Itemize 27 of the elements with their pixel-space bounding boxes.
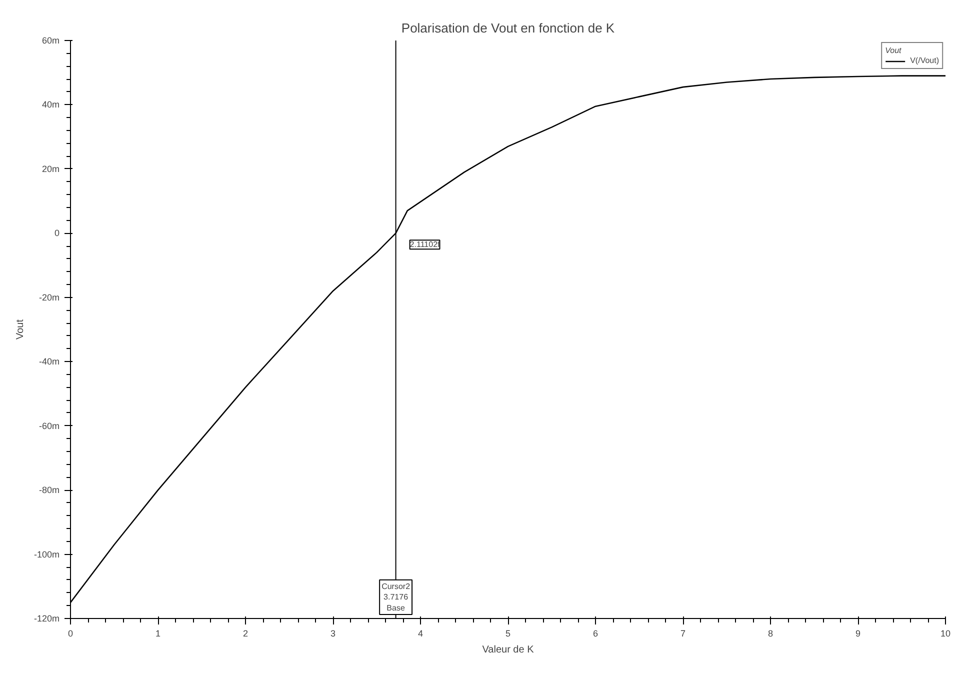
legend-title: Vout: [885, 46, 902, 55]
y-tick-label: 40m: [42, 100, 60, 110]
x-tick-label: 7: [680, 628, 686, 638]
y-tick-label: -80m: [38, 485, 60, 496]
x-tick-label: 6: [592, 628, 598, 638]
y-tick-label: -60m: [38, 420, 60, 431]
x-tick-label: 5: [505, 628, 511, 638]
y-tick-label: -120m: [34, 614, 60, 624]
y-tick-label: -20m: [38, 292, 60, 302]
y-tick-label: -100m: [34, 549, 60, 560]
x-tick-label: 9: [855, 628, 861, 638]
x-axis-title: Valeur de K: [482, 644, 534, 656]
legend-label: V(/Vout): [910, 56, 939, 65]
x-tick-label: 10: [940, 628, 951, 638]
chart-title: Polarisation de Vout en fonction de K: [401, 20, 615, 36]
x-tick-label: 3: [330, 628, 336, 638]
y-tick-label: 20m: [42, 164, 60, 174]
x-tick-label: 8: [768, 628, 774, 638]
y-tick-label: 0: [54, 228, 60, 238]
y-tick-label: 60m: [42, 36, 60, 46]
y-tick-label: -40m: [38, 356, 60, 367]
y-axis-title: Vout: [14, 319, 26, 340]
x-tick-label: 0: [68, 628, 74, 638]
x-tick-label: 1: [155, 628, 161, 638]
x-tick-label: 4: [418, 628, 424, 638]
ref-line-label: Cursor2 3.7176 Base: [382, 582, 411, 612]
x-tick-label: 2: [242, 628, 248, 638]
